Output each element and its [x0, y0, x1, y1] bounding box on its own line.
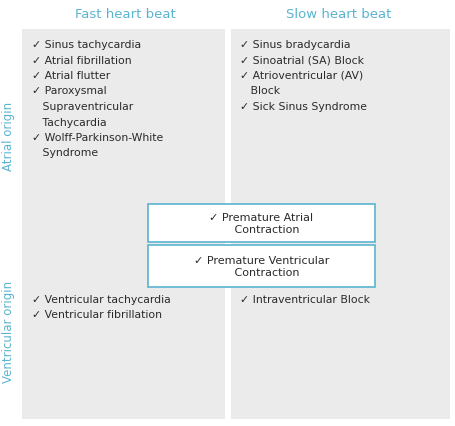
Text: Block: Block — [239, 86, 279, 96]
Text: ✓ Sick Sinus Syndrome: ✓ Sick Sinus Syndrome — [239, 102, 366, 112]
Bar — [22, 242, 224, 419]
Text: ✓ Sinus bradycardia: ✓ Sinus bradycardia — [239, 40, 350, 50]
Text: Fast heart beat: Fast heart beat — [75, 9, 175, 21]
Text: ✓ Atrial fibrillation: ✓ Atrial fibrillation — [32, 55, 131, 65]
Text: Ventricular origin: Ventricular origin — [2, 280, 15, 382]
Text: ✓ Intraventricular Block: ✓ Intraventricular Block — [239, 294, 369, 304]
Text: ✓ Ventricular tachycardia: ✓ Ventricular tachycardia — [32, 294, 170, 304]
Text: ✓ Ventricular fibrillation: ✓ Ventricular fibrillation — [32, 310, 162, 320]
Bar — [231, 242, 449, 419]
Text: Syndrome: Syndrome — [32, 148, 98, 158]
Text: ✓ Premature Ventricular
   Contraction: ✓ Premature Ventricular Contraction — [193, 256, 329, 277]
Text: ✓ Paroxysmal: ✓ Paroxysmal — [32, 86, 106, 96]
Text: Slow heart beat: Slow heart beat — [286, 9, 391, 21]
Text: ✓ Premature Atrial
   Contraction: ✓ Premature Atrial Contraction — [209, 213, 313, 234]
Text: Tachycardia: Tachycardia — [32, 117, 106, 127]
Bar — [231, 30, 449, 242]
Bar — [148, 245, 374, 287]
Text: ✓ Sinoatrial (SA) Block: ✓ Sinoatrial (SA) Block — [239, 55, 363, 65]
Text: ✓ Atrioventricular (AV): ✓ Atrioventricular (AV) — [239, 71, 363, 81]
Text: ✓ Wolff-Parkinson-White: ✓ Wolff-Parkinson-White — [32, 132, 163, 143]
Text: ✓ Sinus tachycardia: ✓ Sinus tachycardia — [32, 40, 141, 50]
Text: Atrial origin: Atrial origin — [2, 102, 15, 171]
Bar — [148, 204, 374, 242]
Text: Supraventricular: Supraventricular — [32, 102, 133, 112]
Text: ✓ Atrial flutter: ✓ Atrial flutter — [32, 71, 110, 81]
Bar — [22, 30, 224, 242]
